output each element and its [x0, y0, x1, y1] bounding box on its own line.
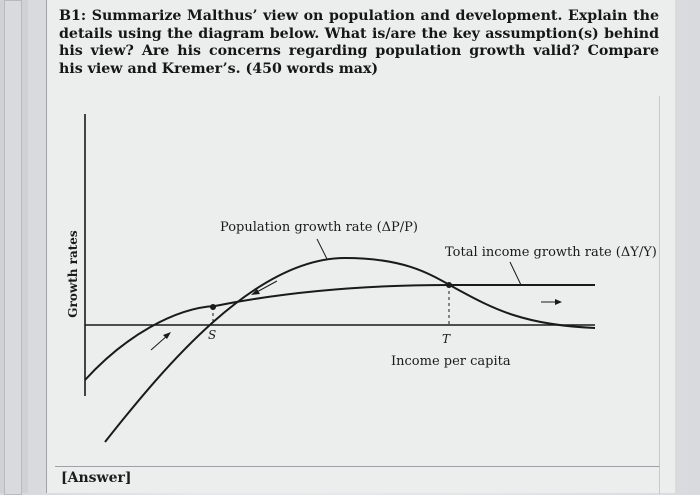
point-s-label: S: [208, 328, 216, 342]
income-growth-curve: [84, 284, 595, 381]
arrow-left-down-icon: [251, 280, 278, 295]
population-growth-curve: [104, 256, 596, 443]
answer-label: [Answer]: [61, 470, 132, 486]
question-card: B1: Summarize Malthus’ view on populatio…: [46, 0, 675, 494]
income-label-pointer: [509, 261, 522, 286]
point-t-label: T: [442, 332, 451, 346]
answer-box[interactable]: [Answer]: [55, 466, 660, 494]
population-label-pointer: [316, 238, 328, 260]
malthus-diagram: Growth rates S T Income per capita Popul…: [66, 114, 657, 443]
population-curve-label: Population growth rate (ΔP/P): [220, 220, 418, 235]
left-margin-frame: [4, 0, 22, 495]
left-margin-strip: [0, 0, 28, 495]
malthus-diagram-panel: Growth rates S T Income per capita Popul…: [55, 96, 660, 466]
y-axis-label: Growth rates: [66, 230, 80, 318]
arrow-up-right-icon: [150, 332, 171, 351]
income-curve-label: Total income growth rate (ΔY/Y): [445, 245, 657, 260]
x-axis-label: Income per capita: [391, 354, 511, 369]
question-text: B1: Summarize Malthus’ view on populatio…: [59, 8, 659, 77]
arrow-right-icon: [541, 299, 562, 305]
